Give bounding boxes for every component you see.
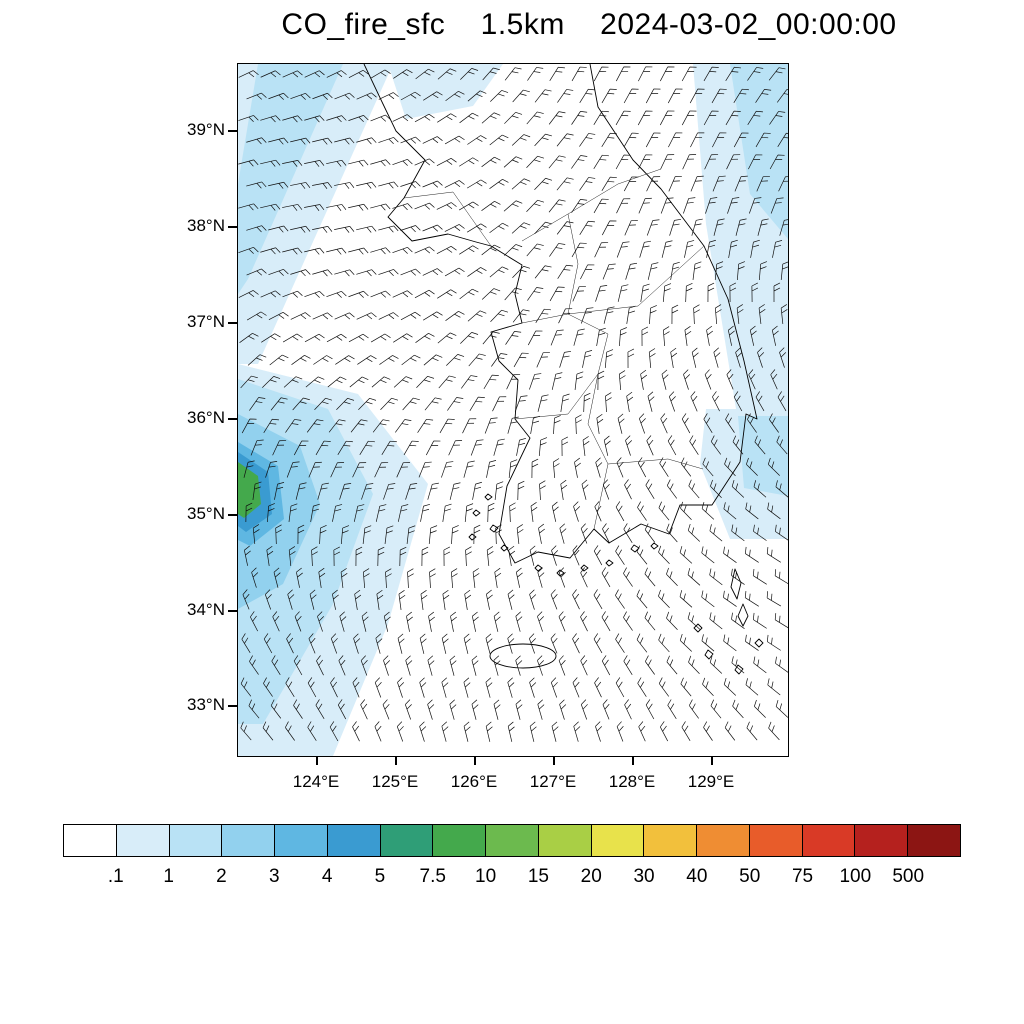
- x-tickmark: [632, 757, 634, 765]
- y-tick-label: 39°N: [187, 120, 225, 139]
- x-tick-label: 127°E: [529, 772, 577, 791]
- colorbar-cell: [64, 825, 116, 856]
- x-tick-label: 129°E: [687, 772, 735, 791]
- y-tick-label: 34°N: [187, 600, 225, 619]
- colorbar-cell: [168, 825, 222, 856]
- sw-islands: [468, 493, 659, 577]
- map-svg: [238, 64, 788, 756]
- y-tick-label: 38°N: [187, 216, 225, 235]
- colorbar-labels: .1 1 2 3 4 5 7.5 10 15 20 30 40 50 75 100 500: [63, 866, 961, 890]
- x-tick-label: 126°E: [450, 772, 498, 791]
- colorbar-cell: [907, 825, 961, 856]
- colorbar-label: 1: [163, 866, 174, 887]
- y-tickmark: [228, 514, 237, 516]
- colorbar-label: 10: [475, 866, 497, 887]
- colorbar-label: 20: [580, 866, 602, 887]
- colorbar-label: 100: [839, 866, 872, 887]
- colorbar-label: 75: [791, 866, 814, 887]
- y-tickmark: [228, 226, 237, 228]
- colorbar-cell: [485, 825, 538, 856]
- colorbar-label: 7.5: [419, 866, 446, 887]
- colorbar-cell: [274, 825, 327, 856]
- x-tickmark: [316, 757, 318, 765]
- colorbar-cell: [643, 825, 697, 856]
- colorbar-label: 15: [527, 866, 549, 887]
- x-tickmark: [553, 757, 555, 765]
- province-borders: [403, 168, 705, 530]
- colorbar-cell: [801, 825, 855, 856]
- wind-barbs-layer: [238, 66, 788, 742]
- colorbar-cell: [379, 825, 433, 856]
- colorbar-cell: [537, 825, 591, 856]
- colorbar-cell: [432, 825, 486, 856]
- colorbar-label: 50: [739, 866, 761, 887]
- coastline: [363, 64, 758, 564]
- colorbar-cell: [326, 825, 380, 856]
- colorbar-label: 30: [633, 866, 655, 887]
- colorbar-cell: [115, 825, 169, 856]
- y-tick-label: 37°N: [187, 312, 225, 331]
- colorbar-label: 5: [374, 866, 386, 887]
- jeju-island: [489, 643, 557, 669]
- x-tick-label: 124°E: [292, 772, 340, 791]
- x-tickmark: [474, 757, 476, 765]
- colorbar-label: 3: [268, 866, 280, 887]
- colorbar-cell: [590, 825, 644, 856]
- y-tickmark: [228, 418, 237, 420]
- colorbar-label: 40: [686, 866, 708, 887]
- x-tickmark: [711, 757, 713, 765]
- se-islands: [693, 568, 764, 675]
- y-tick-label: 36°N: [187, 408, 225, 427]
- x-tick-label: 128°E: [608, 772, 656, 791]
- y-tickmark: [228, 705, 237, 707]
- plot-title: CO_fire_sfc 1.5km 2024-03-02_00:00:00: [281, 8, 897, 41]
- colorbar-label: 500: [892, 866, 925, 887]
- y-tick-label: 35°N: [187, 504, 225, 523]
- coastline-layer: [363, 64, 764, 675]
- x-tick-label: 125°E: [371, 772, 419, 791]
- y-tickmark: [228, 610, 237, 612]
- y-tick-label: 33°N: [187, 695, 225, 714]
- colorbar-cell: [221, 825, 275, 856]
- colorbar-cell: [748, 825, 802, 856]
- map-panel: [237, 63, 789, 757]
- colorbar-cell: [854, 825, 908, 856]
- colorbar-label: 2: [216, 866, 227, 887]
- y-tickmark: [228, 322, 237, 324]
- y-tickmark: [228, 130, 237, 132]
- colorbar-label: 4: [321, 866, 333, 887]
- colorbar-label: .1: [107, 866, 124, 887]
- colorbar: [63, 824, 961, 857]
- x-tickmark: [395, 757, 397, 765]
- colorbar-cell: [696, 825, 749, 856]
- shading-layer: [238, 64, 788, 756]
